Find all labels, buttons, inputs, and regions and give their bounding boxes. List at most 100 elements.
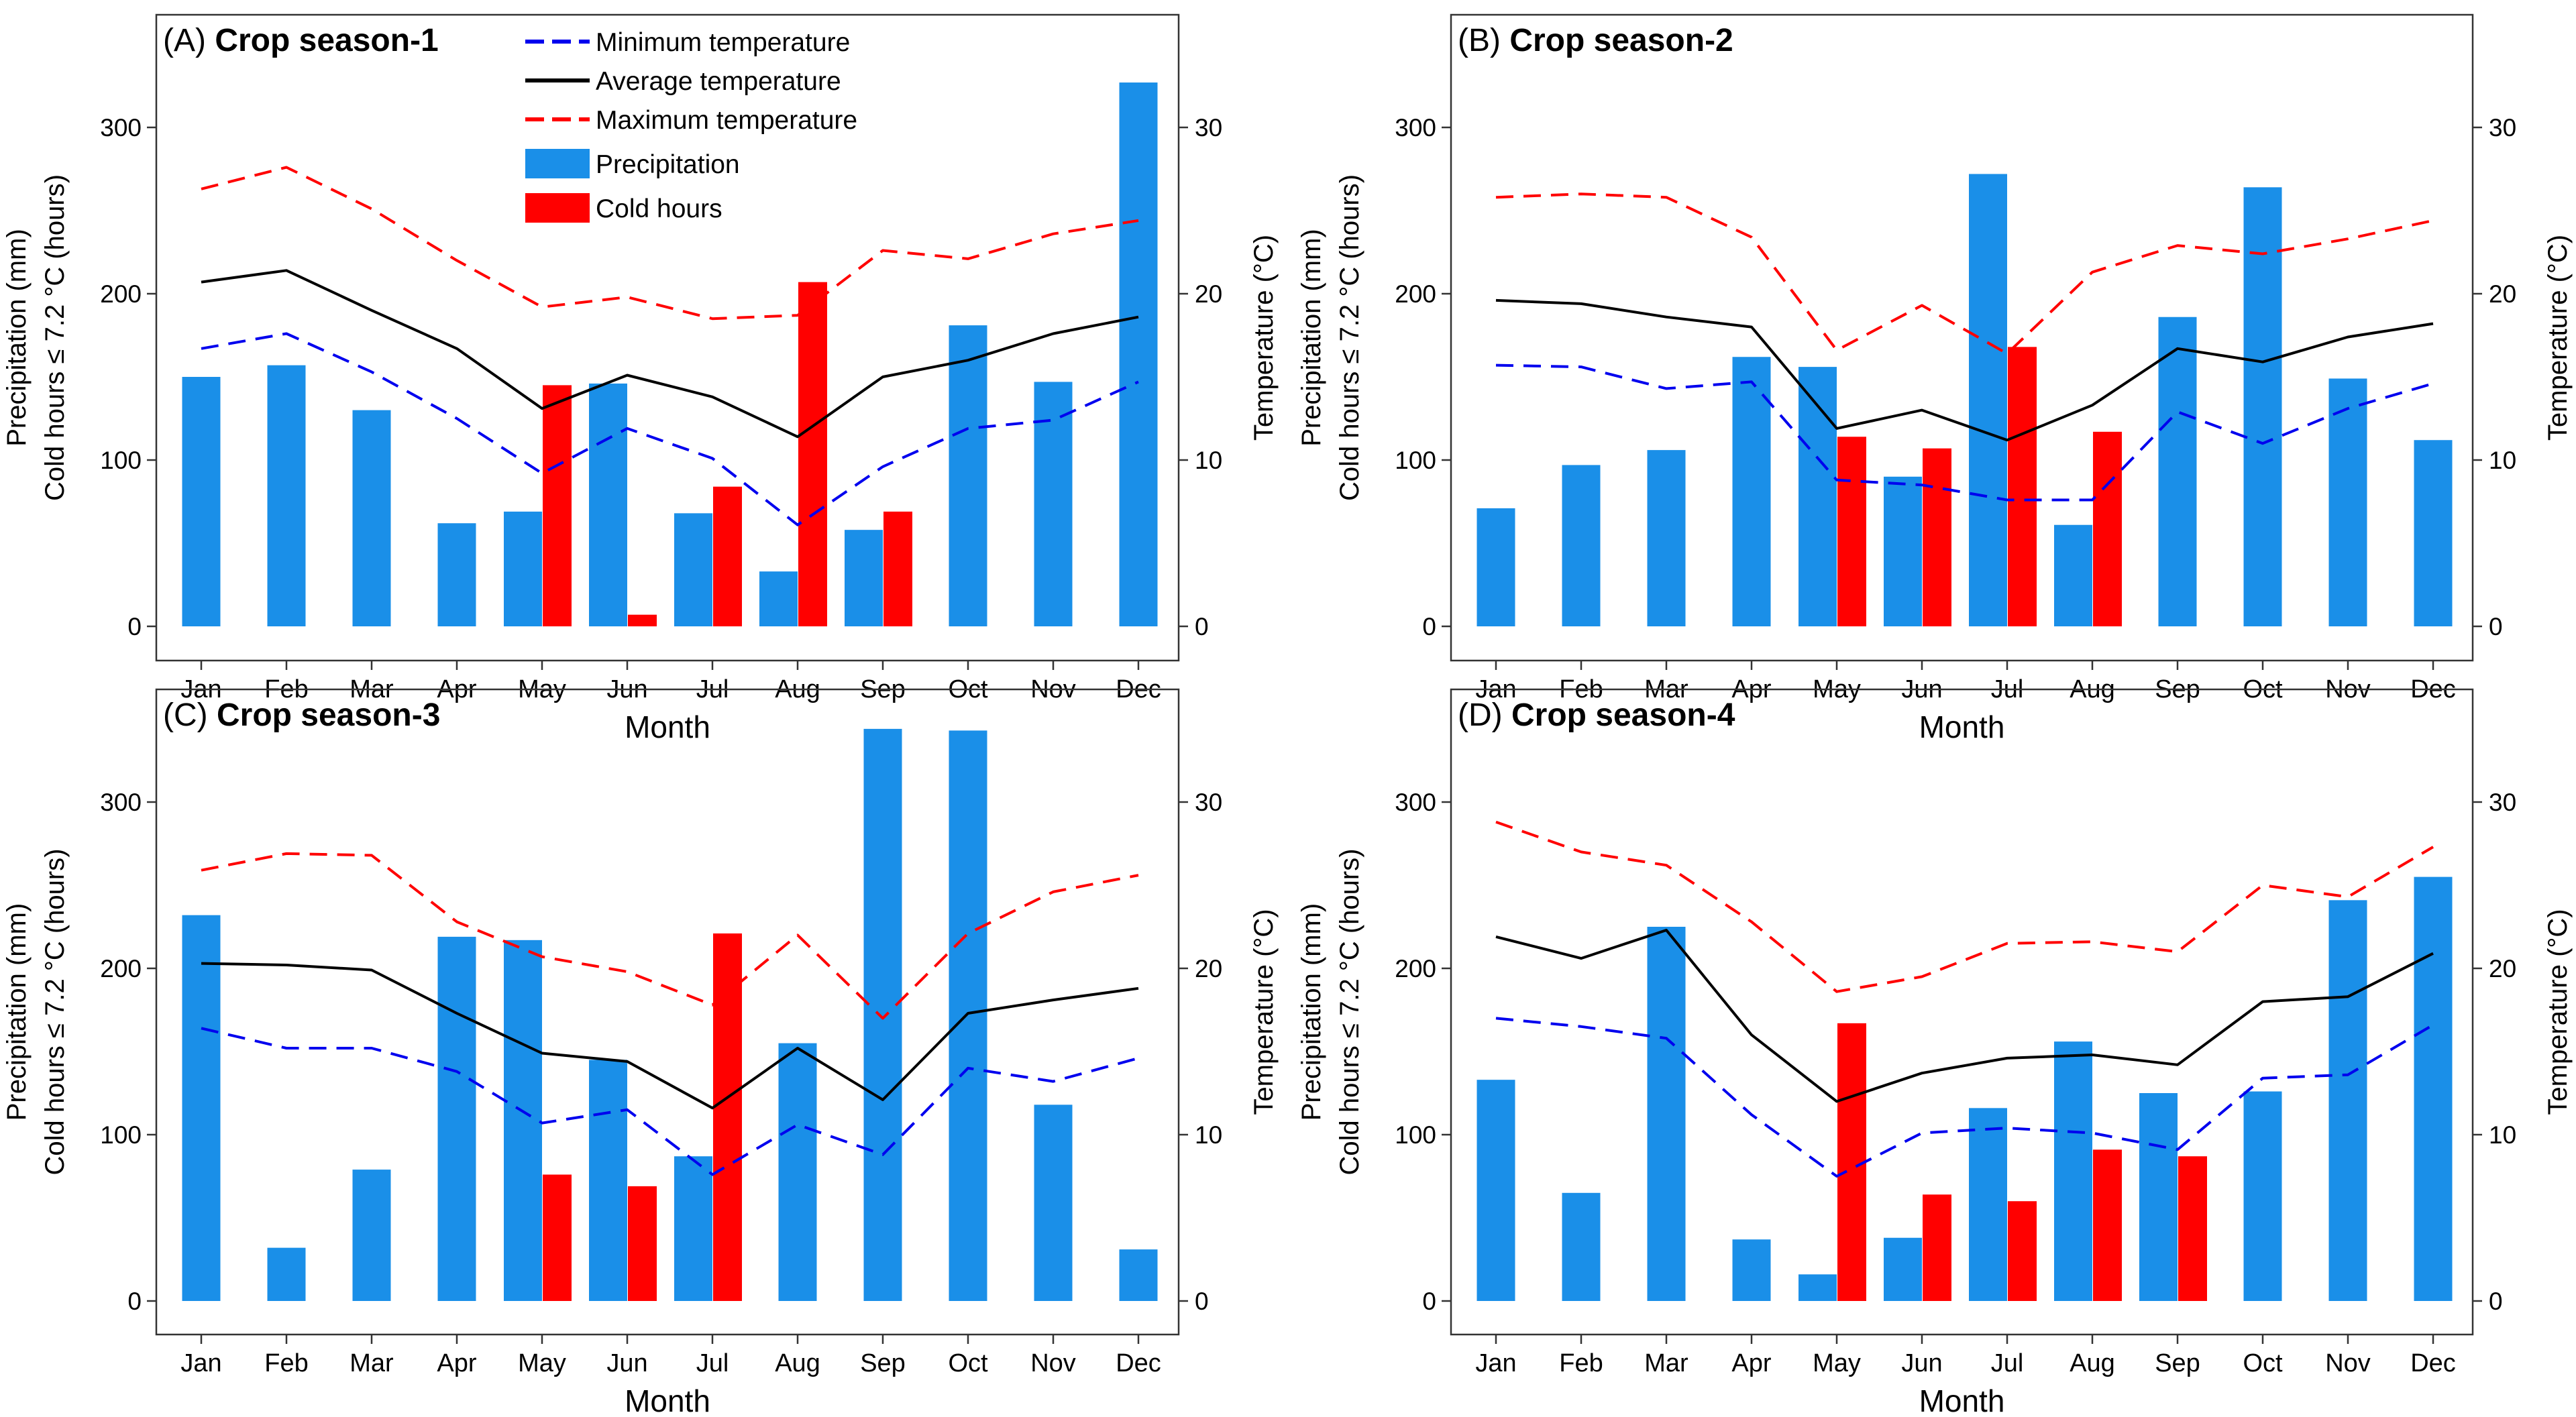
x-tick-label-oct: Oct — [948, 1349, 988, 1377]
right-axis-title-temperature: Temperature (°C) — [1249, 235, 1279, 441]
precip-bar-jun — [1884, 1237, 1922, 1301]
x-axis-title: Month — [1919, 710, 2005, 744]
left-tick-label: 0 — [127, 1288, 142, 1315]
precip-bar-mar — [352, 1170, 391, 1301]
x-tick-label-jul: Jul — [696, 1349, 729, 1377]
right-axis-title-temperature: Temperature (°C) — [2543, 909, 2573, 1115]
precip-bar-aug — [2054, 1041, 2092, 1301]
legend-label-max: Maximum temperature — [596, 106, 857, 135]
x-tick-label-apr: Apr — [1731, 1349, 1771, 1377]
precip-bar-oct — [949, 730, 987, 1301]
panel-letter: (B) — [1458, 23, 1509, 58]
precip-bar-jan — [182, 915, 221, 1301]
cold-hours-bar-jul — [2008, 347, 2037, 626]
plot-frame — [155, 13, 1180, 662]
precip-bar-aug — [2054, 524, 2092, 626]
left-tick-label: 100 — [1395, 1121, 1436, 1149]
legend-swatch-cold — [525, 193, 590, 223]
precip-bar-sep — [2158, 317, 2197, 626]
precip-bar-feb — [267, 365, 306, 626]
cold-hours-bar-may — [543, 385, 572, 626]
x-tick-label-nov: Nov — [1030, 1349, 1076, 1377]
precip-bar-dec — [1119, 1249, 1158, 1301]
min-temperature-line — [201, 1027, 1139, 1176]
plot-frame — [1450, 688, 2474, 1336]
right-tick-label: 0 — [1195, 613, 1209, 640]
left-tick-label: 200 — [1395, 280, 1436, 308]
precip-bar-dec — [2414, 876, 2453, 1301]
right-tick-label: 20 — [2489, 955, 2516, 982]
x-tick-label-nov: Nov — [2325, 1349, 2371, 1377]
left-tick-label: 300 — [100, 114, 142, 141]
precip-bar-sep — [845, 530, 883, 626]
precip-bar-apr — [437, 523, 476, 626]
precip-bar-jul — [674, 513, 712, 626]
precip-bar-feb — [267, 1247, 306, 1301]
legend-label-avg: Average temperature — [596, 67, 841, 96]
precip-bar-apr — [1732, 357, 1771, 626]
cold-hours-bar-may — [1837, 437, 1866, 626]
plot-frame — [155, 688, 1180, 1336]
right-tick-label: 10 — [2489, 1121, 2516, 1149]
x-axis-title: Month — [625, 1383, 710, 1417]
x-tick-label-feb: Feb — [1559, 1349, 1603, 1377]
panel-title-text: Crop season-3 — [217, 697, 440, 733]
right-axis-title-temperature: Temperature (°C) — [2543, 235, 2573, 441]
panel-crop-season-4: 0 100 200 300 0 10 20 30 Jan Feb Mar Apr May Jun Jul Au… — [1297, 688, 2573, 1417]
left-axis-title-cold-hours: Cold hours ≤ 7.2 °C (hours) — [1335, 174, 1364, 501]
left-tick-label: 100 — [100, 1121, 142, 1149]
left-tick-label: 300 — [1395, 114, 1436, 141]
precip-bar-oct — [949, 325, 987, 626]
left-axis-title-cold-hours: Cold hours ≤ 7.2 °C (hours) — [40, 848, 70, 1175]
legend-swatch-precip — [525, 149, 590, 178]
avg-temperature-line — [1495, 298, 2434, 442]
x-tick-label-apr: Apr — [437, 1349, 476, 1377]
x-tick-label-mar: Mar — [1644, 1349, 1688, 1377]
precip-bar-mar — [1647, 450, 1686, 626]
cold-hours-bar-may — [1837, 1023, 1866, 1301]
precip-bar-may — [504, 511, 542, 626]
precip-bar-feb — [1562, 465, 1601, 626]
left-tick-label: 200 — [100, 955, 142, 982]
legend-label-min: Minimum temperature — [596, 28, 850, 57]
left-tick-label: 200 — [1395, 955, 1436, 982]
cold-hours-bar-aug — [2093, 431, 2122, 626]
precip-bar-jan — [1477, 1080, 1515, 1301]
precip-bar-nov — [1034, 382, 1073, 626]
left-axis-title-precipitation: Precipitation (mm) — [1297, 229, 1326, 447]
left-tick-label: 0 — [1422, 613, 1436, 640]
x-tick-label-dec: Dec — [2410, 1349, 2456, 1377]
precip-bar-jun — [1884, 476, 1922, 626]
cold-hours-bar-jun — [628, 1186, 657, 1301]
precip-bar-may — [504, 940, 542, 1301]
left-axis-title-precipitation: Precipitation (mm) — [2, 903, 32, 1121]
cold-hours-bar-sep — [883, 511, 912, 626]
panel-title: (C) Crop season-3 — [163, 697, 440, 733]
x-tick-label-jun: Jun — [606, 1349, 647, 1377]
right-tick-label: 10 — [1195, 447, 1222, 474]
right-tick-label: 20 — [1195, 280, 1222, 308]
precip-bar-jul — [674, 1156, 712, 1301]
x-tick-label-jul: Jul — [1991, 1349, 2024, 1377]
cold-hours-bar-jul — [713, 933, 742, 1301]
left-tick-label: 100 — [100, 447, 142, 474]
precip-bar-nov — [1034, 1104, 1073, 1301]
avg-temperature-line — [1495, 929, 2434, 1103]
x-axis-title: Month — [1919, 1383, 2005, 1417]
left-tick-label: 200 — [100, 280, 142, 308]
precip-bar-jul — [1969, 1108, 2007, 1301]
panel-title: (D) Crop season-4 — [1458, 697, 1735, 733]
panel-title: (A) Crop season-1 — [163, 23, 439, 58]
legend: Minimum temperature Average temperature Ma… — [525, 28, 857, 223]
right-tick-label: 30 — [1195, 789, 1222, 816]
precip-bar-oct — [2243, 1091, 2282, 1301]
x-tick-label-aug: Aug — [775, 1349, 820, 1377]
cold-hours-bar-sep — [2178, 1156, 2207, 1301]
precip-bar-jul — [1969, 174, 2007, 626]
cold-hours-bar-aug — [2093, 1149, 2122, 1301]
legend-label-cold: Cold hours — [596, 194, 722, 223]
right-tick-label: 30 — [2489, 789, 2516, 816]
left-axis-title-cold-hours: Cold hours ≤ 7.2 °C (hours) — [1335, 848, 1364, 1175]
